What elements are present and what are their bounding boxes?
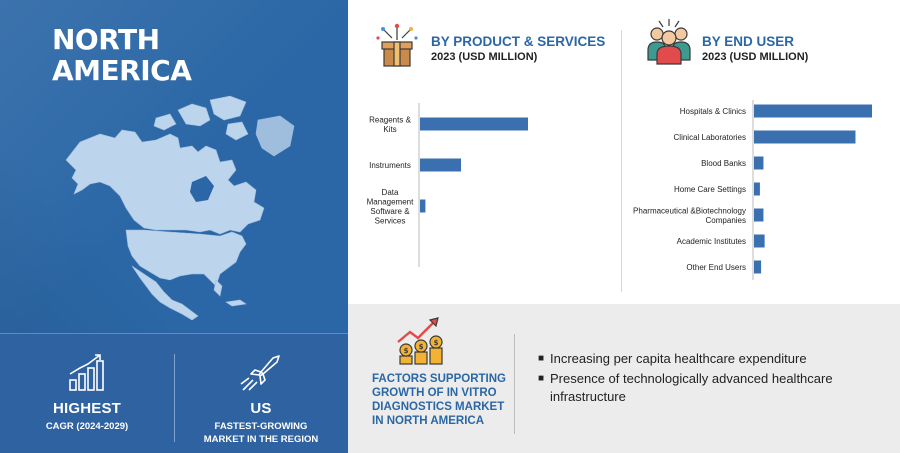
category-label: Reagents & Kits (369, 115, 411, 134)
region-title-line2: AMERICA (52, 54, 192, 87)
growth-bar-chart-icon (0, 348, 174, 394)
bullet-icon: ■ (538, 353, 545, 364)
chart1-title: BY PRODUCT & SERVICES (431, 34, 606, 49)
stat-us-caption-line1: FASTEST-GROWING (214, 421, 308, 432)
category-label: Other End Users (686, 263, 746, 272)
bar-blood-banks (754, 156, 764, 170)
chart2-subtitle: 2023 (USD MILLION) (702, 51, 809, 63)
stat-fastest-growing: US FASTEST-GROWING MARKET IN THE REGION (174, 348, 348, 446)
category-label: Hospitals & Clinics (680, 107, 746, 116)
factors-panel (348, 304, 900, 453)
stats-bar: HIGHEST CAGR (2024-2029) (0, 333, 348, 453)
stat-highest-cagr: HIGHEST CAGR (2024-2029) (0, 348, 174, 433)
svg-text:$: $ (419, 343, 424, 351)
chart2-title: BY END USER (702, 34, 795, 49)
bar-clinical-laboratories (754, 130, 856, 144)
factors-title: FACTORS SUPPORTING GROWTH OF IN VITRO DI… (372, 373, 506, 427)
money-growth-icon: $ $ $ (397, 317, 443, 365)
factor-item: ■ Increasing per capita healthcare expend… (538, 350, 878, 368)
region-title-line1: NORTH (52, 23, 160, 56)
stats-divider (174, 354, 175, 442)
category-label: Clinical Laboratories (674, 133, 746, 142)
chart1-subtitle: 2023 (USD MILLION) (431, 51, 538, 63)
chart-end-user: Hospitals & Clinics Clinical Laboratories… (633, 100, 872, 280)
region-panel: NORTH AMERICA (0, 0, 348, 453)
factor-item: ■ Presence of technologically advanced he… (538, 370, 878, 406)
stat-highest-caption: CAGR (2024-2029) (45, 421, 129, 432)
region-title: NORTH AMERICA (52, 23, 192, 87)
svg-text:$: $ (434, 339, 439, 347)
chart-product-services: Reagents & Kits Instruments Data Management S… (367, 103, 528, 267)
factor-item-text: Presence of technologically advanced hea… (550, 371, 833, 404)
north-america-map (65, 95, 295, 321)
bar-home-care-settings (754, 182, 760, 196)
bar-hospitals-clinics (754, 104, 872, 118)
bar-academic-institutes (754, 234, 765, 248)
category-label: Instruments (369, 161, 411, 170)
factors-divider (514, 334, 515, 434)
people-group-icon (647, 19, 691, 65)
stat-highest-label: HIGHEST (52, 400, 122, 417)
category-label: Data Management Software & Services (367, 188, 414, 226)
factor-list: ■ Increasing per capita healthcare expend… (538, 350, 878, 408)
chart-divider (621, 30, 622, 292)
bar-other-end-users (754, 260, 762, 274)
svg-text:$: $ (404, 347, 409, 355)
bar-data-management-software-services (420, 199, 426, 213)
bar-reagents-kits (420, 117, 528, 131)
category-label: Home Care Settings (674, 185, 746, 194)
bar-instruments (420, 158, 462, 172)
rocket-icon (174, 348, 348, 394)
stat-us-caption-line2: MARKET IN THE REGION (203, 434, 319, 445)
bullet-icon: ■ (538, 373, 545, 384)
stat-us-label: US (250, 400, 272, 417)
category-label: Academic Institutes (677, 237, 746, 246)
category-label: Blood Banks (701, 159, 746, 168)
bar-pharmaceutical-biotechnology-companies (754, 208, 764, 222)
category-label: Pharmaceutical &Biotechnology Companies (633, 206, 746, 225)
factor-item-text: Increasing per capita healthcare expendi… (550, 351, 807, 366)
gift-box-icon (376, 23, 418, 67)
